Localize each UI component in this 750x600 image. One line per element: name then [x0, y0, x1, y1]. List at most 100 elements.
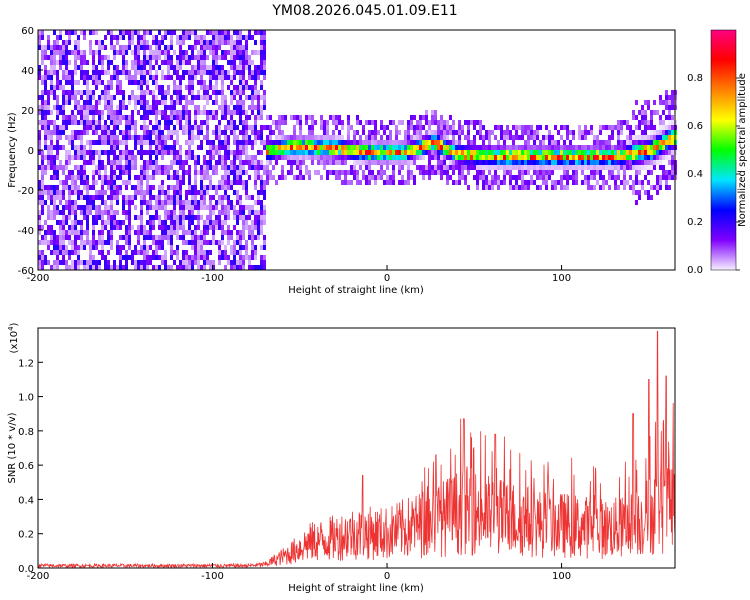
spectrogram-cell	[440, 135, 443, 140]
spectrogram-cell	[239, 240, 242, 245]
spectrogram-cell	[275, 180, 278, 185]
spectrogram-cell	[476, 155, 479, 160]
spectrogram-cell	[101, 95, 104, 100]
spectrogram-cell	[224, 135, 227, 140]
spectrogram-cell	[233, 215, 236, 220]
spectrogram-cell	[599, 170, 602, 175]
spectrogram-cell	[260, 40, 263, 45]
spectrogram-cell	[353, 170, 356, 175]
spectrogram-cell	[110, 200, 113, 205]
spectrogram-cell	[251, 165, 254, 170]
spectrogram-cell	[71, 260, 74, 265]
spectrogram-cell	[227, 140, 230, 145]
spectrogram-cell	[203, 120, 206, 125]
spectrogram-cell	[167, 145, 170, 150]
spectrogram-cell	[140, 170, 143, 175]
spectrogram-cell	[47, 240, 50, 245]
spectrogram-cell	[149, 185, 152, 190]
spectrogram-cell	[197, 250, 200, 255]
spectrogram-cell	[233, 175, 236, 180]
spectrogram-cell	[194, 205, 197, 210]
spectrogram-cell	[62, 50, 65, 55]
spectrogram-cell	[668, 185, 671, 190]
spectrogram-cell	[251, 255, 254, 260]
spectrogram-cell	[131, 120, 134, 125]
spectrogram-cell	[236, 140, 239, 145]
spectrogram-cell	[248, 105, 251, 110]
spectrogram-cell	[512, 185, 515, 190]
spectrogram-cell	[47, 40, 50, 45]
spectrogram-cell	[647, 195, 650, 200]
spectrogram-cell	[119, 220, 122, 225]
spectrogram-cell	[107, 115, 110, 120]
spectrogram-cell	[323, 165, 326, 170]
spectrogram-cell	[83, 75, 86, 80]
spectrogram-cell	[419, 155, 422, 160]
spectrogram-cell	[398, 180, 401, 185]
spectrogram-cell	[509, 170, 512, 175]
spectrogram-cell	[665, 105, 668, 110]
spectrogram-cell	[272, 145, 275, 150]
spectrogram-cell	[491, 165, 494, 170]
spectrogram-cell	[179, 45, 182, 50]
spectrogram-cell	[230, 60, 233, 65]
spectrogram-cell	[143, 115, 146, 120]
spectrogram-cell	[71, 175, 74, 180]
spectrogram-cell	[56, 85, 59, 90]
spectrogram-cell	[650, 110, 653, 115]
spectrogram-cell	[617, 120, 620, 125]
spectrogram-cell	[347, 180, 350, 185]
spectrogram-cell	[620, 165, 623, 170]
spectrogram-cell	[47, 95, 50, 100]
spectrogram-cell	[59, 230, 62, 235]
spectrogram-cell	[254, 220, 257, 225]
spectrogram-cell	[140, 175, 143, 180]
spectrogram-cell	[44, 240, 47, 245]
spectrogram-cell	[71, 250, 74, 255]
spectrogram-cell	[539, 160, 542, 165]
spectrogram-cell	[245, 85, 248, 90]
spectrogram-cell	[140, 265, 143, 270]
spectrogram-cell	[245, 190, 248, 195]
spectrogram-cell	[170, 150, 173, 155]
spectrogram-cell	[182, 160, 185, 165]
spectrogram-cell	[227, 30, 230, 35]
spectrogram-cell	[221, 85, 224, 90]
spectrogram-cell	[470, 150, 473, 155]
spectrogram-cell	[101, 235, 104, 240]
spectrogram-cell	[56, 210, 59, 215]
spectrogram-cell	[113, 45, 116, 50]
spectrogram-cell	[596, 170, 599, 175]
spectrogram-cell	[266, 145, 269, 150]
spectrogram-cell	[584, 150, 587, 155]
spectrogram-cell	[245, 150, 248, 155]
spectrogram-cell	[461, 125, 464, 130]
spectrogram-cell	[242, 120, 245, 125]
spectrogram-cell	[449, 155, 452, 160]
spectrogram-cell	[197, 200, 200, 205]
spectrogram-cell	[197, 95, 200, 100]
spectrogram-cell	[269, 135, 272, 140]
spectrogram-cell	[104, 240, 107, 245]
spectrogram-cell	[74, 185, 77, 190]
spectrogram-cell	[185, 250, 188, 255]
spectrogram-cell	[281, 175, 284, 180]
spectrogram-cell	[224, 215, 227, 220]
spectrogram-cell	[89, 120, 92, 125]
spectrogram-cell	[65, 175, 68, 180]
spectrogram-cell	[188, 260, 191, 265]
spectrogram-cell	[290, 170, 293, 175]
spectrogram-cell	[101, 140, 104, 145]
spectrogram-cell	[479, 170, 482, 175]
spectrogram-cell	[551, 160, 554, 165]
spectrogram-cell	[650, 135, 653, 140]
spectrogram-cell	[473, 165, 476, 170]
spectrogram-cell	[479, 150, 482, 155]
spectrogram-cell	[170, 240, 173, 245]
spectrogram-cell	[77, 170, 80, 175]
spectrogram-cell	[623, 185, 626, 190]
spectrogram-cell	[92, 130, 95, 135]
spectrogram-cell	[668, 170, 671, 175]
spectrogram-cell	[83, 205, 86, 210]
spectrogram-cell	[326, 125, 329, 130]
